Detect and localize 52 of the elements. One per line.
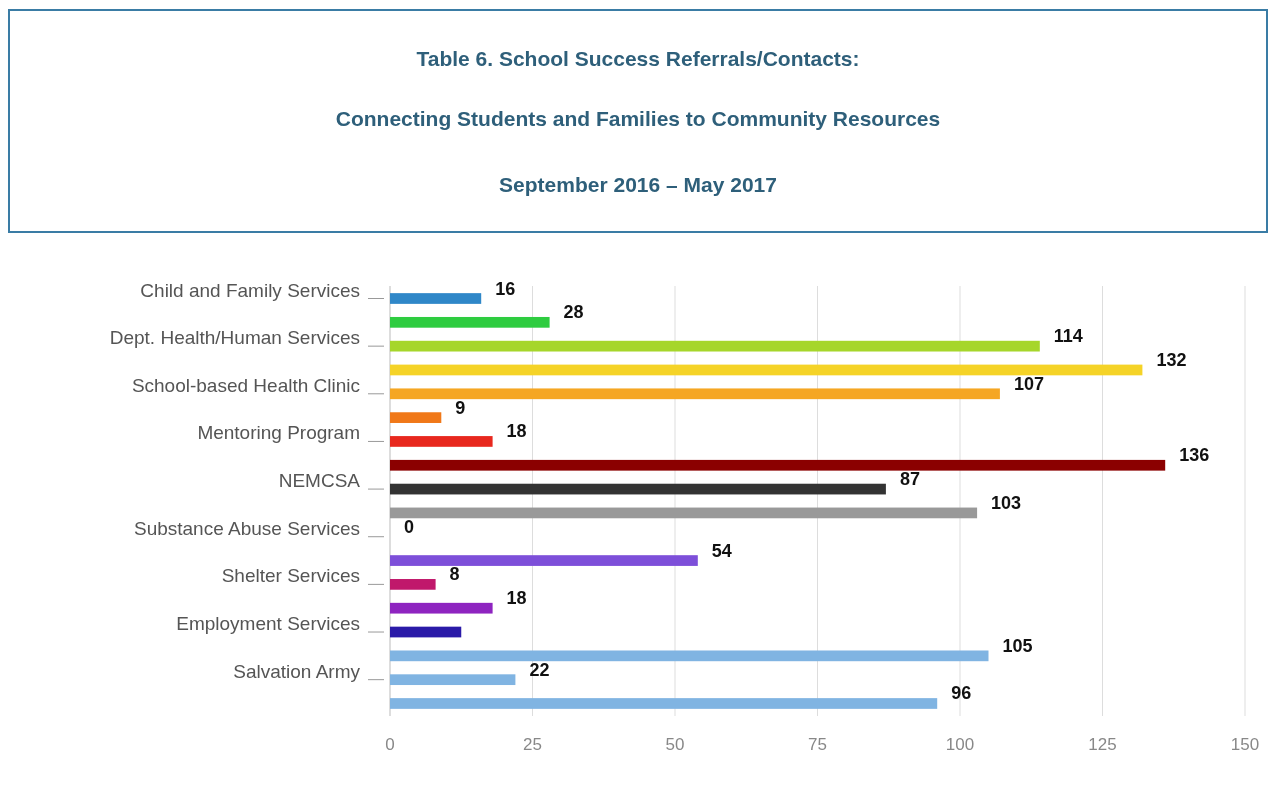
- data-label: 18: [506, 588, 527, 609]
- bar: [390, 364, 1143, 376]
- data-label: 9: [455, 397, 466, 418]
- bar: [390, 674, 516, 686]
- data-label: 136: [1179, 445, 1210, 466]
- data-label: 114: [1053, 326, 1083, 347]
- y-tick-label: Child and Family Services: [140, 279, 360, 301]
- x-tick-label: 150: [1230, 735, 1260, 754]
- chart-title: Table 6. School Success Referrals/Contacts:: [416, 47, 860, 70]
- data-label: 22: [529, 659, 550, 680]
- y-tick-label: Dept. Health/Human Services: [109, 327, 360, 349]
- y-tick-label: Employment Services: [176, 613, 360, 635]
- bar: [390, 555, 698, 566]
- bar: [390, 650, 989, 662]
- y-tick-label: NEMCSA: [278, 470, 361, 492]
- x-tick-label: 0: [385, 735, 395, 754]
- y-tick-label: Salvation Army: [233, 660, 361, 682]
- bar: [390, 459, 1166, 471]
- y-tick-label: Shelter Services: [221, 565, 360, 587]
- data-label: 16: [495, 278, 516, 299]
- bar: [390, 412, 442, 423]
- bar: [390, 316, 550, 328]
- bar: [390, 602, 493, 614]
- data-label: 103: [991, 492, 1022, 513]
- bar: [390, 388, 1000, 400]
- x-tick-label: 25: [523, 735, 542, 754]
- x-tick-label: 125: [1088, 735, 1117, 754]
- y-tick-label: School-based Health Clinic: [131, 374, 360, 396]
- data-label: 87: [899, 469, 920, 490]
- bar: [390, 293, 482, 304]
- bar: [390, 579, 436, 590]
- bar: [390, 698, 938, 709]
- data-label: 96: [951, 683, 972, 704]
- data-label: 132: [1156, 349, 1187, 370]
- data-label: 0: [404, 516, 415, 537]
- data-label: 107: [1013, 373, 1044, 394]
- x-tick-label: 100: [945, 735, 975, 754]
- bar: [390, 507, 978, 519]
- bar: [390, 436, 493, 447]
- data-label: 105: [1002, 635, 1033, 656]
- bar: [390, 340, 1040, 352]
- text: Connecting Students and Families to Community Resources September 2016 – May 2017: [335, 107, 941, 196]
- data-label: 54: [711, 540, 732, 561]
- y-tick-label: Mentoring Program: [197, 422, 360, 444]
- bar: [390, 626, 462, 638]
- data-label: 8: [449, 564, 460, 585]
- data-label: 28: [563, 302, 584, 323]
- bar: [390, 483, 886, 495]
- y-tick-label: Substance Abuse Services: [133, 517, 360, 539]
- data-label: 18: [506, 421, 527, 442]
- x-tick-label: 50: [665, 735, 685, 754]
- x-tick-label: 75: [808, 735, 827, 754]
